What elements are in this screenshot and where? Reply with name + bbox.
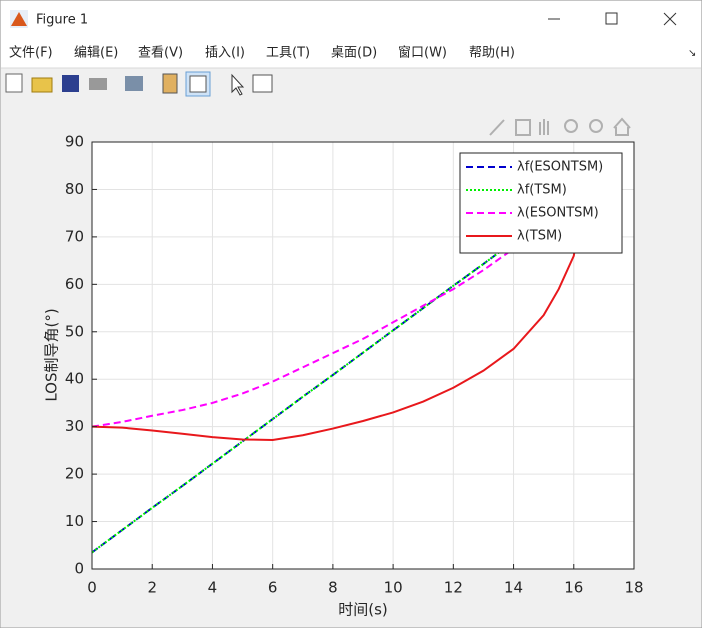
menu-item[interactable]: 文件(F) [9,46,53,61]
menu-item[interactable]: 帮助(H) [469,46,515,61]
menu-item[interactable]: 查看(V) [138,45,183,61]
title-bar [1,1,701,38]
pan-icon[interactable] [539,119,549,135]
print-icon[interactable] [89,78,107,90]
menu-item[interactable]: 编辑(E) [74,46,118,61]
axes-box [91,141,635,570]
x-tick-label: 6 [268,579,278,597]
y-tick-label: 80 [65,180,84,198]
y-axis-label: LOS制导角(°) [43,308,61,401]
y-tick-label: 0 [74,560,84,578]
new-icon[interactable] [5,73,23,93]
x-tick-label: 14 [504,579,523,597]
y-tick-label: 60 [65,275,84,293]
save-icon[interactable] [62,75,79,92]
zoom-out-icon[interactable] [589,119,603,133]
maximize-button[interactable] [605,12,618,25]
x-tick-label: 8 [328,579,338,597]
legend-label: λf(TSM) [517,183,567,198]
home-icon[interactable] [613,117,631,136]
y-tick-label: 10 [65,512,84,530]
window-title: Figure 1 [36,13,88,28]
x-tick-label: 10 [384,579,403,597]
menu-item[interactable]: 桌面(D) [331,46,377,61]
colorbar-icon[interactable] [162,73,178,94]
menu-expand[interactable]: ↘ [688,48,696,59]
x-tick-label: 4 [208,579,218,597]
datatip-icon[interactable] [515,119,531,136]
legend: λf(ESONTSM) λf(TSM) λ(ESONTSM) λ(TSM) [459,152,623,254]
zoom-in-icon[interactable] [564,119,578,133]
toolbar [5,71,273,97]
menu-item[interactable]: 工具(T) [266,46,310,61]
property-icon[interactable] [252,74,273,93]
y-tick-label: 90 [65,133,84,151]
y-tick-label: 40 [65,370,84,388]
legend-label: λ(ESONTSM) [517,206,599,221]
app-icon [10,10,28,28]
legend-label: λ(TSM) [517,229,562,244]
x-tick-label: 0 [87,579,97,597]
series-line [91,217,581,441]
y-tick-label: 30 [65,417,84,435]
x-tick-label: 2 [147,579,157,597]
axes-toolbar [489,117,631,136]
x-axis-label: 时间(s) [338,601,388,619]
legend-label: λf(ESONTSM) [517,160,603,175]
x-tick-label: 16 [564,579,583,597]
pointer-icon[interactable] [231,73,245,96]
copy-icon[interactable] [125,76,143,91]
ticks: 0 2 4 6 8 10 12 14 16 18 0 10 20 30 40 50 60 70 80 90 [65,133,644,597]
open-icon[interactable] [31,77,53,93]
menu-item[interactable]: 插入(I) [205,46,245,61]
menu-bar [1,38,701,68]
x-tick-label: 12 [444,579,463,597]
close-button[interactable] [663,12,677,26]
y-tick-label: 70 [65,227,84,245]
brush-icon[interactable] [489,119,505,136]
x-tick-label: 18 [624,579,643,597]
menu-item[interactable]: 窗口(W) [398,45,447,61]
y-tick-label: 50 [65,322,84,340]
y-tick-label: 20 [65,465,84,483]
